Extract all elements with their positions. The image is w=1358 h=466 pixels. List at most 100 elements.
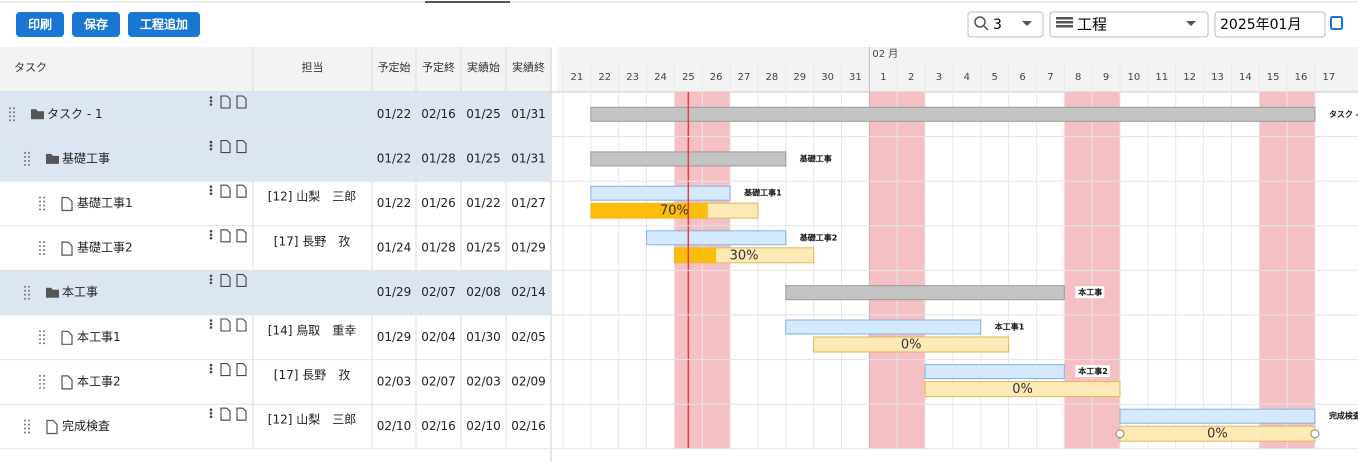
drag-handle[interactable] (24, 297, 26, 300)
menu-icon[interactable] (209, 322, 213, 326)
drag-handle[interactable] (43, 334, 45, 337)
drag-handle[interactable] (28, 423, 30, 426)
drag-handle[interactable] (13, 115, 15, 118)
drag-handle[interactable] (43, 253, 45, 256)
action-icon[interactable] (236, 407, 247, 421)
menu-icon[interactable] (209, 237, 213, 240)
drag-handle[interactable] (43, 241, 45, 244)
toolbar-button[interactable]: 保存 (83, 17, 108, 32)
menu-icon[interactable] (209, 370, 213, 374)
action-icon[interactable] (220, 229, 231, 243)
drag-handle[interactable] (39, 378, 41, 381)
menu-icon[interactable] (209, 103, 213, 106)
drag-handle[interactable] (13, 119, 15, 122)
drag-handle[interactable] (28, 427, 30, 430)
drag-handle[interactable] (43, 386, 45, 389)
menu-icon[interactable] (209, 319, 213, 322)
drag-handle[interactable] (28, 155, 30, 158)
drag-handle[interactable] (39, 208, 41, 211)
resize-handle[interactable] (1310, 429, 1320, 439)
menu-icon[interactable] (209, 144, 213, 147)
drag-handle[interactable] (39, 249, 41, 252)
drag-handle[interactable] (43, 382, 45, 385)
drag-handle[interactable] (24, 155, 26, 158)
month-input[interactable] (1214, 11, 1326, 38)
action-icon[interactable] (220, 273, 231, 287)
menu-icon[interactable] (209, 281, 213, 285)
drag-handle[interactable] (39, 253, 41, 256)
drag-handle[interactable] (39, 330, 41, 333)
menu-icon[interactable] (209, 147, 213, 151)
drag-handle[interactable] (24, 285, 26, 288)
drag-handle[interactable] (24, 151, 26, 154)
menu-icon[interactable] (209, 140, 213, 144)
action-icon[interactable] (236, 273, 247, 287)
button-bg[interactable] (128, 12, 200, 37)
action-icon[interactable] (236, 140, 247, 154)
resize-handle[interactable] (1115, 429, 1125, 439)
drag-handle[interactable] (24, 163, 26, 166)
drag-handle[interactable] (39, 200, 41, 203)
menu-icon[interactable] (209, 408, 213, 412)
drag-handle[interactable] (43, 208, 45, 211)
toolbar-button[interactable]: 工程追加 (140, 17, 188, 32)
drag-handle[interactable] (24, 431, 26, 434)
menu-icon[interactable] (209, 363, 213, 367)
drag-handle[interactable] (28, 289, 30, 292)
action-icon[interactable] (236, 318, 247, 332)
menu-icon[interactable] (209, 233, 213, 237)
drag-handle[interactable] (24, 159, 26, 162)
drag-handle[interactable] (28, 297, 30, 300)
calendar-icon[interactable] (1330, 16, 1343, 30)
menu-icon[interactable] (209, 326, 213, 329)
drag-handle[interactable] (43, 342, 45, 345)
drag-handle[interactable] (24, 423, 26, 426)
drag-handle[interactable] (39, 196, 41, 199)
drag-handle[interactable] (39, 342, 41, 345)
drag-handle[interactable] (43, 245, 45, 248)
toolbar-button[interactable]: 印刷 (28, 18, 52, 32)
view-select[interactable] (1049, 11, 1209, 38)
drag-handle[interactable] (9, 115, 11, 118)
button-bg[interactable] (72, 12, 120, 37)
drag-handle[interactable] (28, 419, 30, 422)
drag-handle[interactable] (24, 293, 26, 296)
drag-handle[interactable] (43, 374, 45, 377)
zoom-select[interactable] (967, 11, 1044, 38)
drag-handle[interactable] (28, 293, 30, 296)
action-icon[interactable] (236, 184, 247, 198)
menu-icon[interactable] (209, 415, 213, 419)
menu-icon[interactable] (209, 99, 213, 103)
drag-handle[interactable] (43, 338, 45, 341)
drag-handle[interactable] (28, 159, 30, 162)
drag-handle[interactable] (43, 204, 45, 207)
button-bg[interactable] (16, 12, 64, 37)
action-icon[interactable] (220, 407, 231, 421)
drag-handle[interactable] (13, 107, 15, 110)
action-icon[interactable] (236, 229, 247, 243)
menu-icon[interactable] (209, 278, 213, 281)
action-icon[interactable] (236, 95, 247, 109)
drag-handle[interactable] (9, 119, 11, 122)
drag-handle[interactable] (43, 200, 45, 203)
action-icon[interactable] (220, 140, 231, 154)
drag-handle[interactable] (39, 382, 41, 385)
drag-handle[interactable] (28, 431, 30, 434)
action-icon[interactable] (220, 363, 231, 377)
menu-icon[interactable] (209, 230, 213, 233)
drag-handle[interactable] (39, 386, 41, 389)
action-icon[interactable] (220, 95, 231, 109)
menu-icon[interactable] (209, 192, 213, 195)
drag-handle[interactable] (43, 378, 45, 381)
drag-handle[interactable] (13, 111, 15, 114)
menu-icon[interactable] (209, 185, 213, 188)
menu-icon[interactable] (209, 274, 213, 278)
drag-handle[interactable] (39, 338, 41, 341)
drag-handle[interactable] (24, 289, 26, 292)
drag-handle[interactable] (39, 204, 41, 207)
action-icon[interactable] (236, 363, 247, 377)
drag-handle[interactable] (9, 107, 11, 110)
drag-handle[interactable] (24, 419, 26, 422)
drag-handle[interactable] (28, 151, 30, 154)
action-icon[interactable] (220, 184, 231, 198)
